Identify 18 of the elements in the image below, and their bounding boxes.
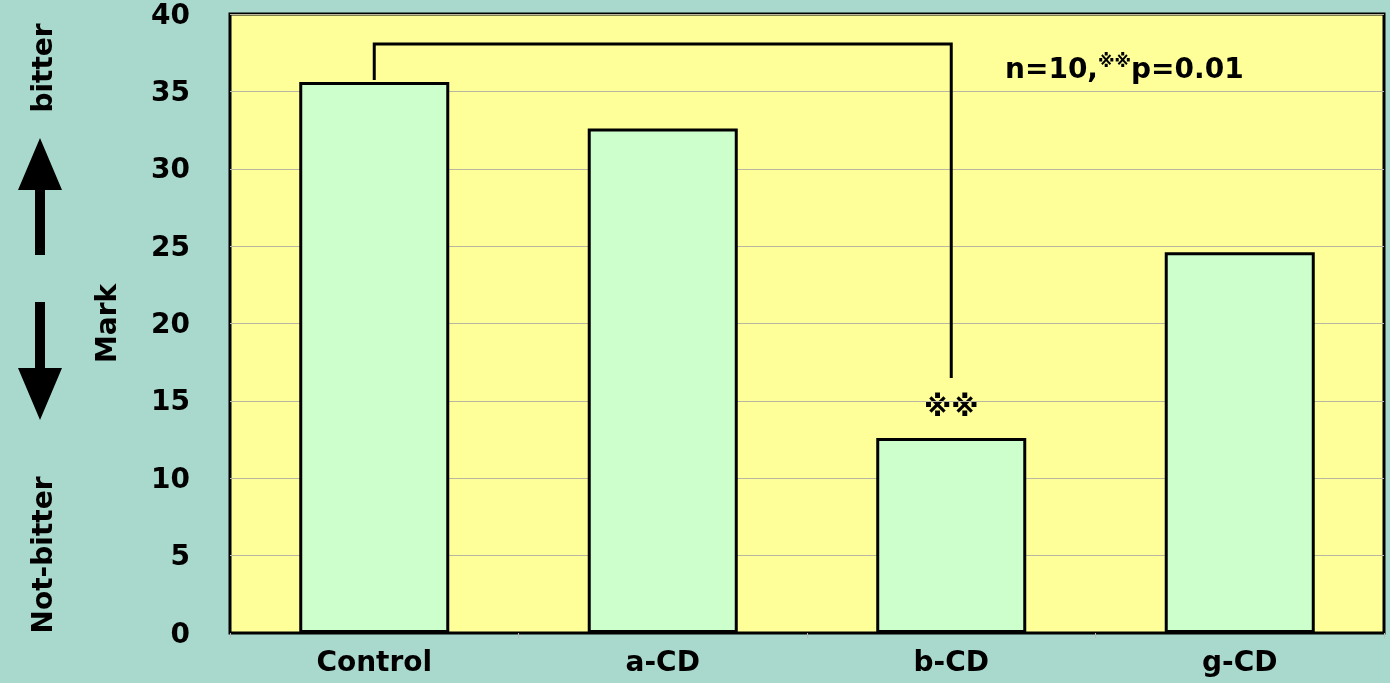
y-tick-label: 30 <box>151 152 190 186</box>
x-tick-label: Control <box>316 644 433 678</box>
x-tick-label: b-CD <box>913 644 989 678</box>
y-tick-label: 35 <box>151 74 190 108</box>
y-tick-label: 15 <box>151 384 190 418</box>
y-tick-label: 0 <box>170 616 190 650</box>
y-tick-label: 20 <box>151 307 190 340</box>
annotation: n=10,※※p=0.01 <box>1005 51 1244 85</box>
x-tick-label: a-CD <box>625 644 700 678</box>
y-tick-label: 5 <box>170 539 190 573</box>
y-tick-label: 25 <box>151 229 190 263</box>
annotation: ※※ <box>924 389 979 423</box>
text: Not-bitter <box>25 476 59 634</box>
y-tick-label: 40 <box>151 0 190 31</box>
text: bitter <box>25 23 59 113</box>
y-tick-label: 10 <box>151 461 190 495</box>
x-tick-label: g-CD <box>1202 644 1278 678</box>
y-axis-title: Mark <box>89 282 123 364</box>
